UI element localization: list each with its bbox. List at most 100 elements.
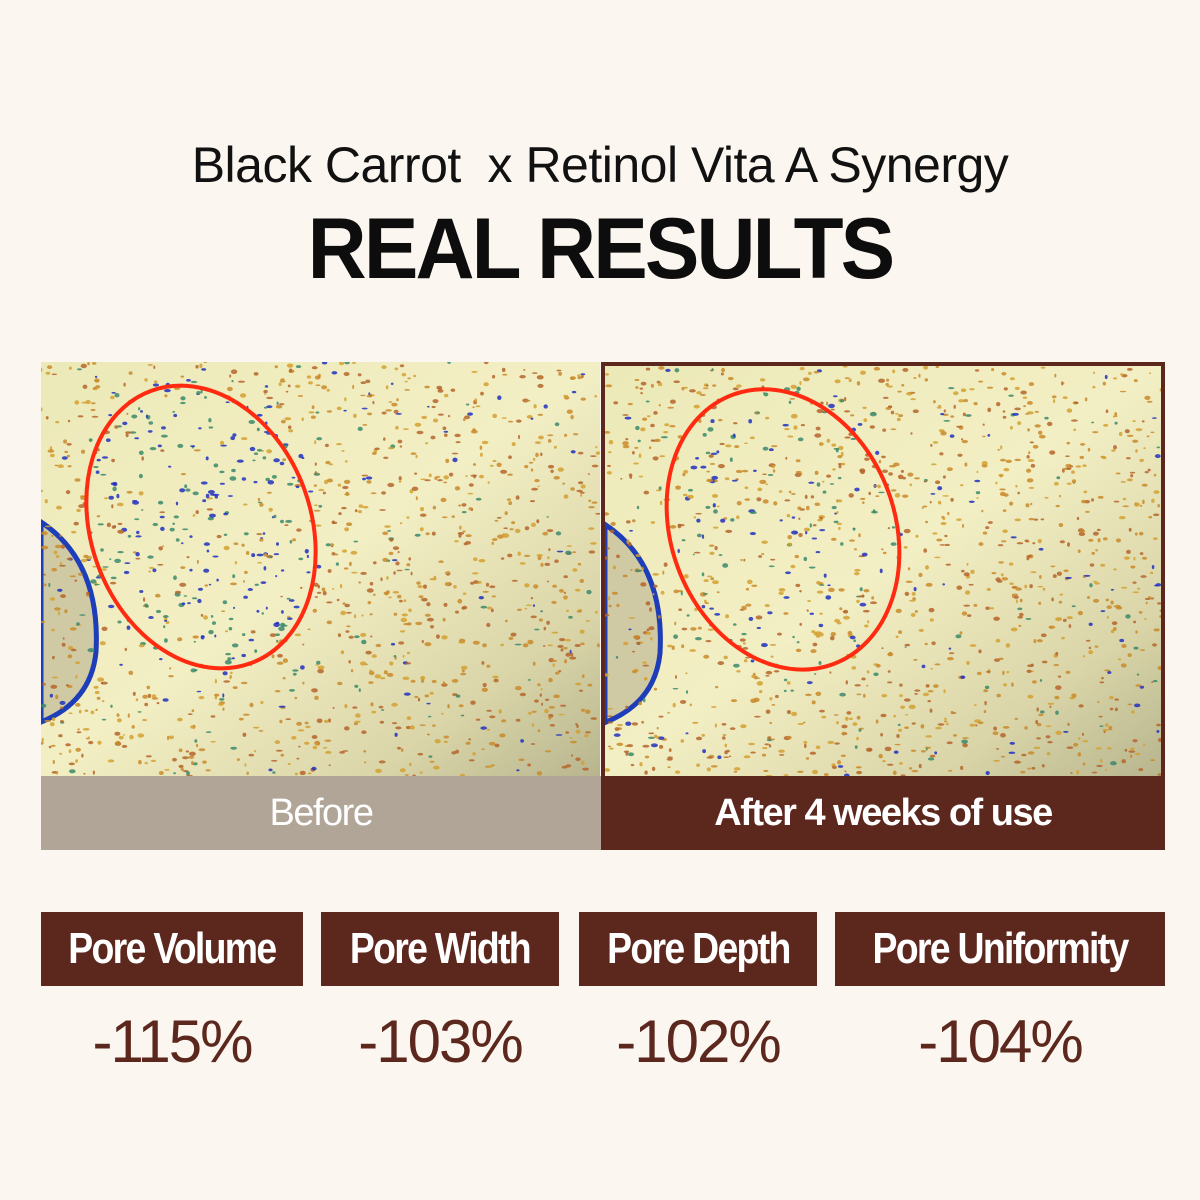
pore-dot: [427, 733, 430, 736]
pore-dot: [278, 626, 285, 632]
pore-dot: [199, 363, 203, 369]
pore-dot: [78, 709, 82, 714]
pore-dot: [1141, 483, 1148, 487]
pore-dot: [537, 683, 541, 687]
pore-dot: [608, 451, 612, 454]
pore-dot: [606, 384, 610, 387]
pore-dot: [187, 713, 193, 715]
pore-dot: [178, 764, 184, 769]
pore-dot: [45, 371, 51, 375]
pore-dot: [304, 549, 309, 554]
pore-dot: [556, 550, 564, 553]
pore-dot: [194, 669, 198, 672]
pore-dot: [203, 568, 210, 573]
pore-dot: [285, 390, 289, 393]
pore-dot: [111, 391, 116, 394]
pore-dot: [1135, 428, 1143, 432]
pore-dot: [221, 610, 226, 612]
pore-dot: [73, 521, 79, 526]
pore-dot: [223, 512, 228, 516]
pore-dot: [740, 558, 743, 562]
pore-dot: [991, 367, 995, 372]
pore-dot: [1010, 536, 1017, 539]
pore-dot: [117, 718, 122, 723]
pore-dot: [610, 521, 616, 527]
pore-dot: [591, 501, 598, 504]
pore-dot: [833, 714, 839, 716]
pore-dot: [712, 580, 719, 585]
pore-dot: [157, 500, 164, 505]
pore-dot: [1150, 431, 1155, 434]
pore-dot: [223, 533, 228, 536]
pore-dot: [537, 729, 541, 733]
pore-dot: [862, 406, 867, 409]
pore-dot: [1148, 516, 1153, 519]
pore-dot: [882, 428, 887, 432]
pore-dot: [792, 635, 795, 639]
pore-dot: [59, 534, 62, 537]
pore-dot: [138, 450, 144, 455]
pore-dot: [542, 531, 549, 536]
pore-dot: [875, 450, 880, 455]
metric-badge-pore-volume: Pore Volume: [41, 912, 303, 986]
pore-dot: [262, 532, 266, 535]
pore-dot: [1001, 577, 1009, 581]
pore-dot: [344, 397, 347, 402]
pore-dot: [914, 477, 920, 480]
pore-dot: [361, 407, 368, 410]
pore-dot: [280, 419, 286, 424]
pore-dot: [626, 744, 634, 748]
pore-dot: [443, 602, 448, 607]
pore-dot: [524, 465, 529, 469]
metric-badge-pore-uniformity: Pore Uniformity: [835, 912, 1165, 986]
pore-dot: [232, 433, 237, 437]
pore-dot: [693, 404, 700, 409]
pore-dot: [441, 712, 444, 715]
pore-dot: [927, 690, 934, 693]
pore-dot: [815, 634, 821, 638]
pore-dot: [82, 384, 88, 389]
pore-dot: [550, 659, 558, 662]
pore-dot: [702, 592, 708, 595]
pore-dot: [292, 538, 296, 542]
pore-dot: [848, 378, 852, 383]
pore-dot: [247, 588, 253, 591]
pore-dot: [791, 711, 798, 717]
pore-dot: [629, 475, 633, 479]
pore-dot: [223, 545, 230, 551]
pore-dot: [1110, 761, 1117, 766]
pore-dot: [1054, 695, 1060, 700]
pore-dot: [507, 473, 513, 476]
pore-dot: [406, 563, 411, 567]
pore-dot: [402, 428, 409, 430]
pore-dot: [1028, 382, 1035, 387]
pore-dot: [250, 630, 256, 634]
pore-dot: [1018, 624, 1022, 627]
pore-dot: [49, 597, 56, 601]
pore-dot: [669, 425, 676, 428]
pore-dot: [41, 531, 48, 536]
pore-dot: [185, 488, 191, 492]
pore-dot: [520, 739, 524, 743]
pore-dot: [258, 730, 264, 732]
pore-dot: [1039, 575, 1042, 579]
pore-dot: [727, 376, 734, 381]
pore-dot: [1113, 445, 1117, 450]
pore-dot: [743, 558, 746, 562]
pore-dot: [444, 393, 449, 398]
pore-dot: [1073, 742, 1079, 747]
pore-dot: [536, 519, 540, 524]
pore-dot: [981, 509, 984, 513]
pore-dot: [124, 647, 128, 652]
pore-dot: [453, 585, 457, 589]
pore-dot: [830, 635, 835, 641]
pore-dot: [1103, 537, 1108, 541]
pore-dot: [741, 605, 747, 611]
pore-dot: [1091, 421, 1095, 424]
pore-dot: [205, 731, 212, 733]
pore-dot: [242, 713, 250, 716]
pore-dot: [132, 691, 136, 696]
pore-dot: [553, 445, 557, 449]
pore-dot: [432, 724, 436, 727]
pore-dot: [462, 592, 467, 595]
